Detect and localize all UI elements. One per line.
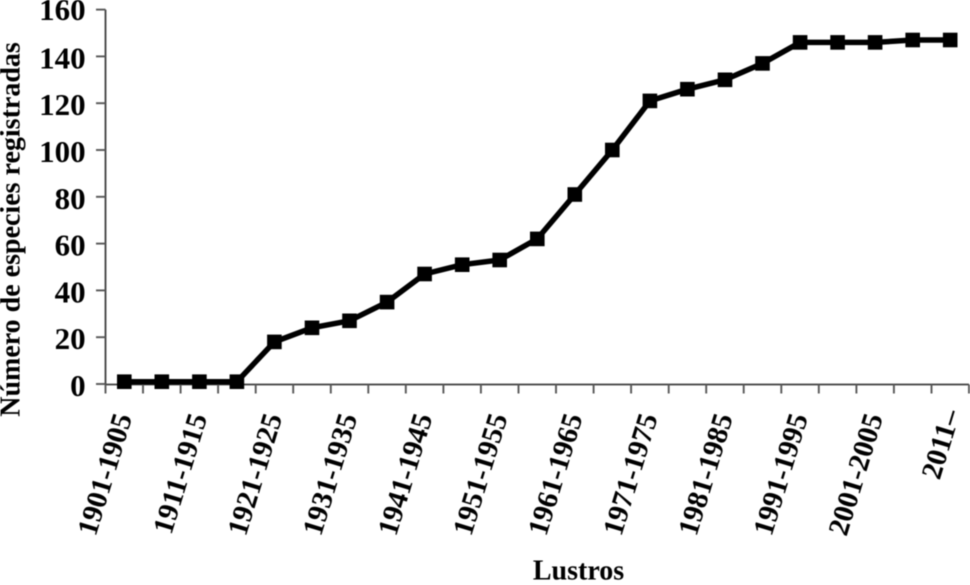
svg-text:100: 100 xyxy=(39,134,86,169)
svg-text:120: 120 xyxy=(39,87,86,122)
svg-text:60: 60 xyxy=(55,228,86,263)
svg-text:140: 140 xyxy=(39,40,86,75)
svg-text:Número de especies registradas: Número de especies registradas xyxy=(0,42,27,417)
svg-text:20: 20 xyxy=(55,321,86,356)
svg-text:0: 0 xyxy=(70,368,86,403)
svg-text:40: 40 xyxy=(55,274,86,309)
svg-text:Lustros: Lustros xyxy=(533,555,624,585)
svg-text:80: 80 xyxy=(55,181,86,216)
svg-text:160: 160 xyxy=(39,0,86,27)
